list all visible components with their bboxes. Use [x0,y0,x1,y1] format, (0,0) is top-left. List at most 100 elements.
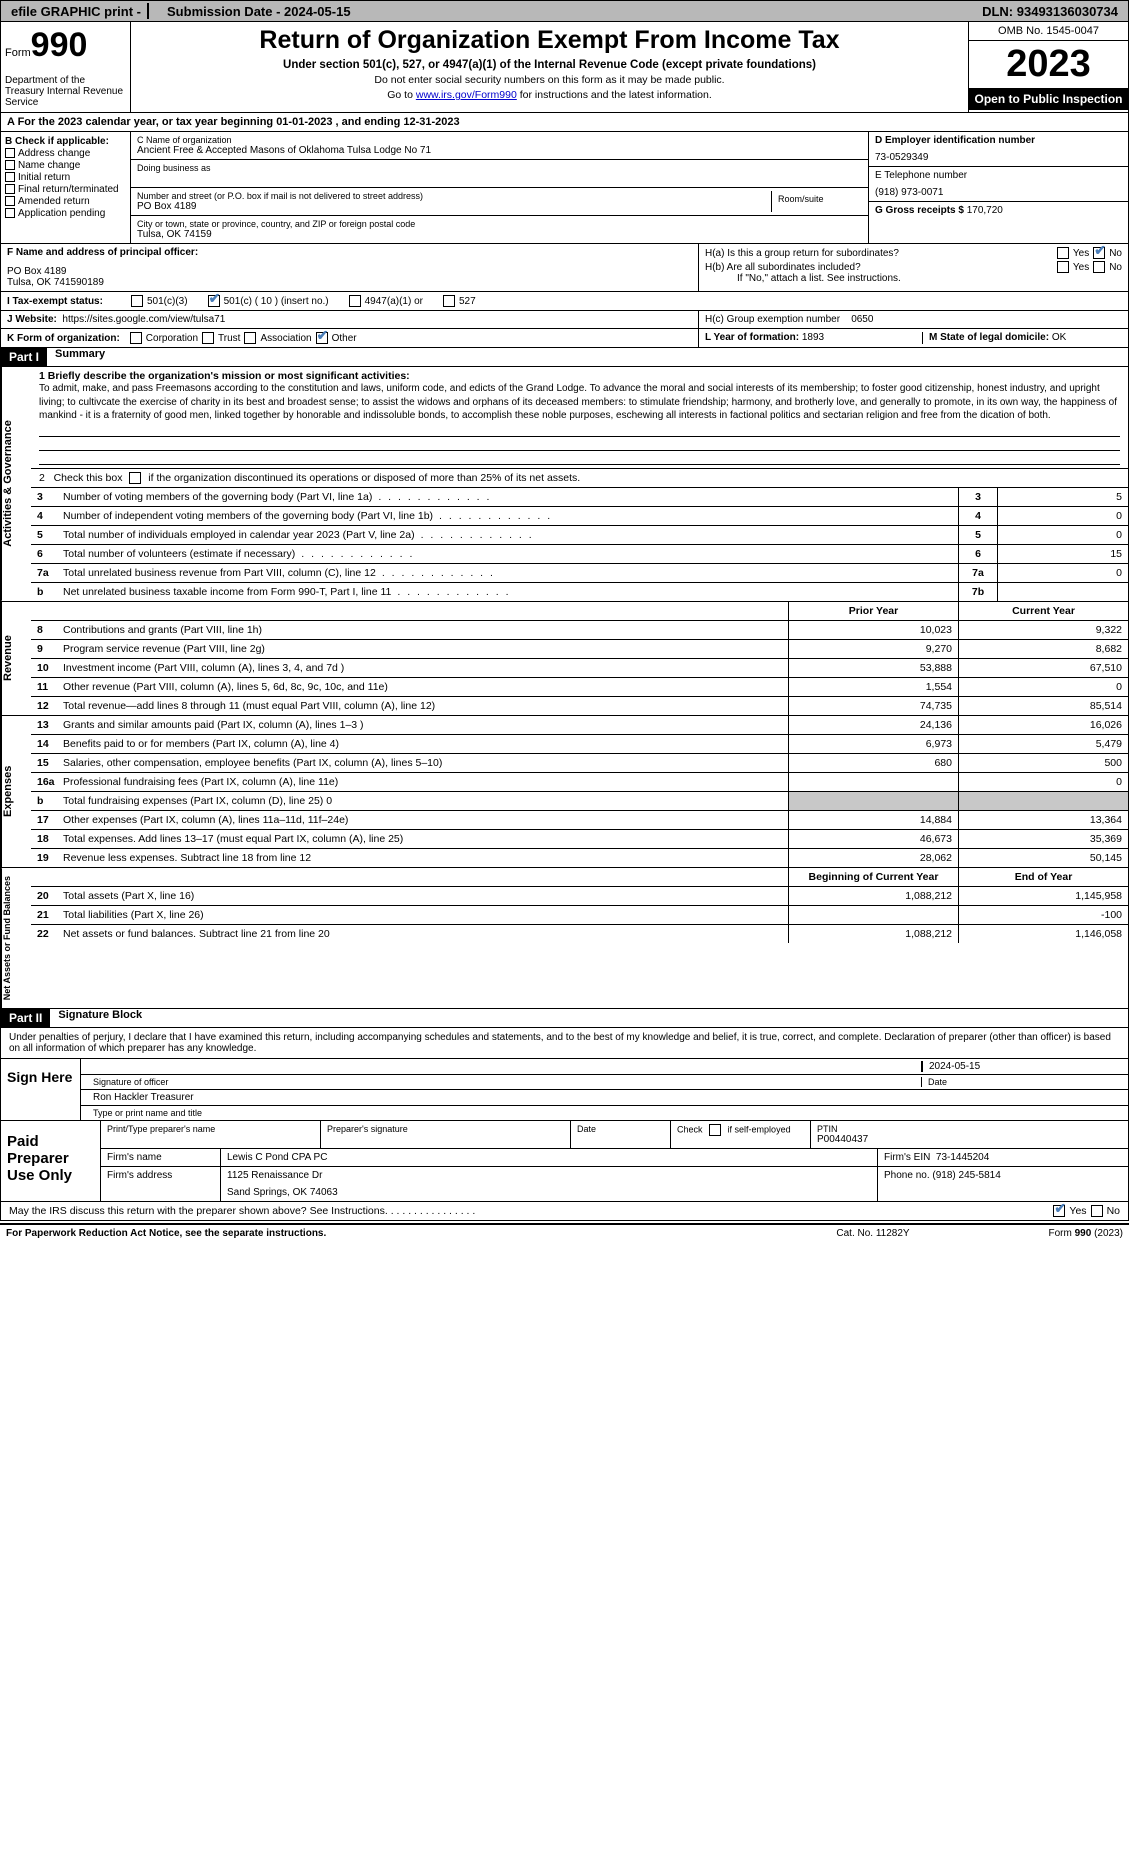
form-number: Form990 [5,26,126,65]
hb-no[interactable] [1093,261,1105,273]
chk-name[interactable]: Name change [5,160,126,171]
chk-527[interactable] [443,295,455,307]
firm-ein: 73-1445204 [936,1152,989,1163]
declaration: Under penalties of perjury, I declare th… [1,1028,1128,1058]
submission-date: Submission Date - 2024-05-15 [161,4,357,19]
po-box: PO Box 4189 [137,201,771,212]
gross-receipts: 170,720 [967,205,1003,216]
part-ii-header: Part IISignature Block [0,1009,1129,1028]
vtab-ag: Activities & Governance [1,367,31,601]
dept: Department of the Treasury Internal Reve… [5,75,126,108]
line-17: 17Other expenses (Part IX, column (A), l… [31,811,1128,830]
officer-name: Ron Hackler Treasurer [87,1092,1122,1103]
section-c: C Name of organizationAncient Free & Acc… [131,132,868,243]
dln: DLN: 93493136030734 [976,4,1124,19]
section-b: B Check if applicable: Address change Na… [1,132,131,243]
irs-link[interactable]: www.irs.gov/Form990 [416,89,517,101]
firm-addr: 1125 Renaissance Dr [227,1170,871,1181]
gov-line-b: bNet unrelated business taxable income f… [31,583,1128,601]
website-hc: J Website: https://sites.google.com/view… [0,311,1129,329]
vtab-rev: Revenue [1,602,31,715]
net-assets: Net Assets or Fund Balances Beginning of… [0,868,1129,1009]
sign-here: Sign Here [1,1059,81,1120]
chk-initial[interactable]: Initial return [5,172,126,183]
city: Tulsa, OK 74159 [137,229,862,240]
ha-no[interactable] [1093,247,1105,259]
line-22: 22Net assets or fund balances. Subtract … [31,925,1128,943]
line-b: bTotal fundraising expenses (Part IX, co… [31,792,1128,811]
signature-block: Under penalties of perjury, I declare th… [0,1028,1129,1121]
footer: For Paperwork Reduction Act Notice, see … [0,1223,1129,1242]
line-18: 18Total expenses. Add lines 13–17 (must … [31,830,1128,849]
mission: To admit, make, and pass Freemasons acco… [39,382,1120,423]
revenue: Revenue Prior YearCurrent Year 8Contribu… [0,602,1129,716]
line-21: 21Total liabilities (Part X, line 26) -1… [31,906,1128,925]
org-name: Ancient Free & Accepted Masons of Oklaho… [137,145,862,156]
officer-addr1: PO Box 4189 [7,266,692,277]
firm-name: Lewis C Pond CPA PC [221,1149,878,1166]
subtitle: Under section 501(c), 527, or 4947(a)(1)… [139,59,960,71]
gov-line-3: 3Number of voting members of the governi… [31,488,1128,507]
vtab-exp: Expenses [1,716,31,867]
website-url[interactable]: https://sites.google.com/view/tulsa71 [62,314,225,325]
year-formation: 1893 [802,332,824,343]
discuss-yes[interactable] [1053,1205,1065,1217]
ssn-note: Do not enter social security numbers on … [139,74,960,86]
sig-date: 2024-05-15 [922,1061,1122,1072]
chk-trust[interactable] [202,332,214,344]
line-16a: 16aProfessional fundraising fees (Part I… [31,773,1128,792]
chk-pending[interactable]: Application pending [5,208,126,219]
tax-status: I Tax-exempt status: 501(c)(3) 501(c) ( … [0,292,1129,311]
vtab-na: Net Assets or Fund Balances [1,868,31,1008]
chk-501c[interactable] [208,295,220,307]
chk-corp[interactable] [130,332,142,344]
state-domicile: OK [1052,332,1066,343]
chk-amended[interactable]: Amended return [5,196,126,207]
chk-other[interactable] [316,332,328,344]
group-exemption: 0650 [851,314,873,325]
line-19: 19Revenue less expenses. Subtract line 1… [31,849,1128,867]
form-header: Form990 Department of the Treasury Inter… [0,22,1129,113]
line-15: 15Salaries, other compensation, employee… [31,754,1128,773]
gov-line-7a: 7aTotal unrelated business revenue from … [31,564,1128,583]
chk-final[interactable]: Final return/terminated [5,184,126,195]
act-gov: Activities & Governance 1 Briefly descri… [0,367,1129,602]
topbar: efile GRAPHIC print - Submission Date - … [0,0,1129,22]
section-fh: F Name and address of principal officer:… [0,244,1129,292]
discuss-row: May the IRS discuss this return with the… [0,1202,1129,1221]
line-10: 10Investment income (Part VIII, column (… [31,659,1128,678]
line-12: 12Total revenue—add lines 8 through 11 (… [31,697,1128,715]
open-public: Open to Public Inspection [969,88,1128,110]
calendar-year: A For the 2023 calendar year, or tax yea… [0,113,1129,132]
form-title: Return of Organization Exempt From Incom… [139,26,960,55]
section-bcd: B Check if applicable: Address change Na… [0,132,1129,244]
chk-4947[interactable] [349,295,361,307]
gov-line-5: 5Total number of individuals employed in… [31,526,1128,545]
chk-501c3[interactable] [131,295,143,307]
line-14: 14Benefits paid to or for members (Part … [31,735,1128,754]
gov-line-6: 6Total number of volunteers (estimate if… [31,545,1128,564]
part-i-header: Part ISummary [0,348,1129,367]
line-8: 8Contributions and grants (Part VIII, li… [31,621,1128,640]
chk-addr[interactable]: Address change [5,148,126,159]
line2: 2 Check this box if the organization dis… [31,469,1128,488]
ha-yes[interactable] [1057,247,1069,259]
efile-label: efile GRAPHIC print - [5,4,147,19]
tax-year: 2023 [969,41,1128,88]
formorg-row: K Form of organization: Corporation Trus… [0,329,1129,348]
line-20: 20Total assets (Part X, line 16) 1,088,2… [31,887,1128,906]
officer-addr2: Tulsa, OK 741590189 [7,277,692,288]
line-13: 13Grants and similar amounts paid (Part … [31,716,1128,735]
discuss-no[interactable] [1091,1205,1103,1217]
line-11: 11Other revenue (Part VIII, column (A), … [31,678,1128,697]
chk-assoc[interactable] [244,332,256,344]
gov-line-4: 4Number of independent voting members of… [31,507,1128,526]
ptin: P00440437 [817,1134,1122,1145]
line-9: 9Program service revenue (Part VIII, lin… [31,640,1128,659]
firm-phone: (918) 245-5814 [932,1170,1000,1181]
omb: OMB No. 1545-0047 [969,22,1128,41]
section-d: D Employer identification number73-05293… [868,132,1128,243]
hb-yes[interactable] [1057,261,1069,273]
telephone: (918) 973-0071 [875,187,1122,198]
ein: 73-0529349 [875,152,1122,163]
